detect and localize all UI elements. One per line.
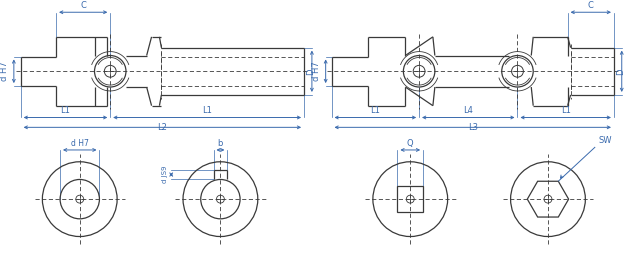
Text: d JS9: d JS9 [163, 166, 168, 183]
Text: d H7: d H7 [0, 61, 9, 81]
Text: Q: Q [407, 139, 413, 148]
Text: L1: L1 [371, 106, 380, 114]
Text: C: C [80, 1, 86, 10]
Text: D: D [616, 68, 625, 75]
Text: L2: L2 [157, 123, 167, 132]
Bar [397, 186, 423, 212]
Text: L1: L1 [561, 106, 571, 114]
Text: L1: L1 [61, 106, 70, 114]
Text: L3: L3 [468, 123, 477, 132]
Text: C: C [588, 1, 594, 10]
Text: b: b [218, 139, 223, 148]
Text: d H7: d H7 [71, 139, 89, 148]
Text: SW: SW [598, 136, 612, 145]
Text: d H7: d H7 [312, 61, 321, 81]
Text: L4: L4 [463, 106, 473, 114]
Text: L1: L1 [202, 106, 212, 114]
Text: D: D [306, 68, 315, 75]
